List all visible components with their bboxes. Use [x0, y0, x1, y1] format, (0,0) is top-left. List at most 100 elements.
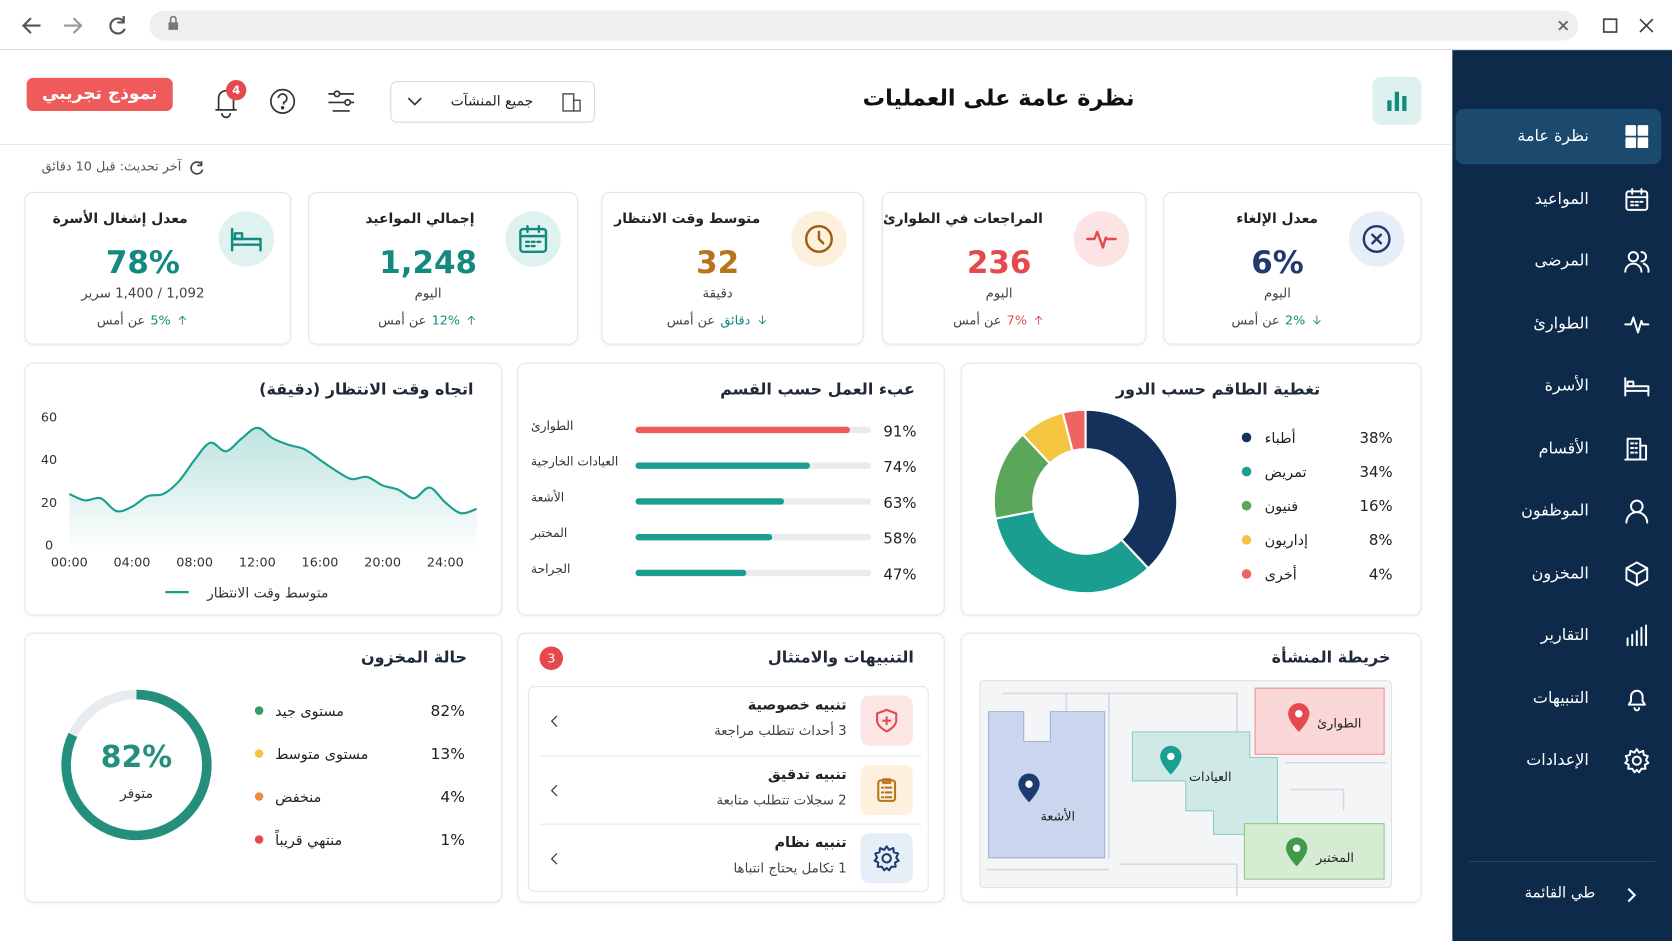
- icon-shape: [1394, 91, 1400, 111]
- sidebar-item[interactable]: الطوارئ: [1456, 296, 1662, 351]
- last-update: آخر تحديث: قبل 10 دقائق: [41, 158, 182, 174]
- trend-arrow: [758, 315, 766, 325]
- icon-shape: [877, 778, 897, 802]
- icon-shape: [876, 708, 898, 733]
- sidebar-item[interactable]: نظرة عامة: [1455, 108, 1662, 165]
- icon-shape: [551, 853, 558, 865]
- icon-shape: [1624, 251, 1650, 273]
- sidebar-label: الإعدادات: [1526, 750, 1589, 770]
- icon-shape: [1371, 233, 1383, 245]
- card-title: اتجاه وقت الانتظار (دقيقة): [259, 379, 474, 400]
- nav-buttons[interactable]: [0, 0, 149, 50]
- kpi-note: اليوم: [1263, 284, 1291, 301]
- kpi-icon: [218, 211, 275, 267]
- kpi-change: 2% عن أمس: [1177, 313, 1377, 328]
- kpi-glyph: [1362, 224, 1391, 253]
- select-icons: [407, 93, 581, 112]
- icon-shape: [1625, 189, 1649, 211]
- kpi-change-value: دقائق: [720, 312, 751, 328]
- kpi-title: معدل الإلغاء: [1236, 211, 1318, 228]
- icon-shape: [1625, 499, 1649, 524]
- sidebar-label: التقارير: [1540, 625, 1589, 645]
- sidebar-label: الموظفون: [1521, 500, 1589, 520]
- alert-row[interactable]: تنبيه تدقيق 2 سجلات تتطلب متابعة: [539, 755, 922, 823]
- kpi-value: 236: [966, 244, 1032, 281]
- alert-row[interactable]: تنبيه خصوصية 3 أحداث تتطلب مراجعة: [540, 687, 922, 755]
- alert-glyph: [876, 708, 898, 733]
- sidebar-icon: [1624, 748, 1650, 774]
- sidebar-item[interactable]: المرضى: [1456, 234, 1662, 289]
- icon-shape: [572, 99, 581, 112]
- icon-shape: [1362, 224, 1391, 253]
- header-icon: [1372, 76, 1422, 125]
- header-icons[interactable]: [203, 71, 416, 135]
- icon-shape: [1626, 624, 1648, 647]
- kpi-change: دقائق عن أمس: [615, 313, 820, 328]
- icon-shape: [551, 715, 558, 727]
- kpi-title: معدل إشغال الأسرة: [52, 211, 188, 228]
- kpi-note: اليوم: [414, 284, 442, 301]
- icon-shape: [1625, 137, 1637, 148]
- sidebar-item[interactable]: الموظفون: [1456, 483, 1662, 538]
- sidebar-item[interactable]: الأقسام: [1456, 421, 1662, 476]
- alert-chevron: [551, 853, 558, 865]
- icon-shape: [876, 708, 898, 733]
- icon-shape: [63, 17, 83, 34]
- kpi-title: متوسط وقت الانتظار: [614, 211, 761, 228]
- url-bar[interactable]: [149, 10, 1579, 41]
- kpi-note: 1,092 / 1,400 سرير: [81, 284, 205, 301]
- icon-shape: [880, 778, 893, 799]
- icon-shape: [468, 315, 476, 325]
- icon-shape: [1086, 230, 1117, 249]
- map-card: [960, 632, 1422, 903]
- sidebar-item[interactable]: الإعدادات: [1456, 733, 1662, 788]
- icon-shape: [1624, 748, 1650, 774]
- icon-shape: [551, 784, 558, 797]
- demo-badge[interactable]: نموذج تجريبي: [26, 77, 173, 111]
- icon-shape: [1402, 96, 1407, 111]
- icon-shape: [230, 227, 262, 252]
- refresh-icon[interactable]: [189, 159, 206, 176]
- alert-glyph: [873, 845, 900, 872]
- kpi-change-value: 2%: [1284, 312, 1306, 328]
- icon-shape: [1602, 18, 1618, 33]
- collapse-button[interactable]: طي القائمة: [1452, 874, 1672, 917]
- icon-shape: [269, 88, 296, 114]
- kpi-glyph: [519, 224, 548, 253]
- card-title: تغطية الطاقم حسب الدور: [1115, 379, 1321, 400]
- sidebar-item[interactable]: الأسرة: [1456, 358, 1662, 413]
- sidebar-item[interactable]: المخزون: [1456, 546, 1662, 601]
- sidebar-item[interactable]: التقارير: [1456, 608, 1662, 663]
- icon-shape: [562, 93, 575, 112]
- kpi-card: إجمالي المواعيد 1,248 اليوم 12% عن أمس: [308, 192, 578, 345]
- kpi-icon: [505, 211, 561, 267]
- icon-shape: [1627, 689, 1646, 711]
- icon-shape: [1035, 315, 1043, 325]
- sidebar-item[interactable]: المواعيد: [1456, 171, 1662, 226]
- facility-select[interactable]: جميع المنشآت: [390, 81, 596, 123]
- icon-shape: [1362, 224, 1391, 253]
- sidebar-icon: [1624, 377, 1650, 397]
- sidebar-icon: [1625, 560, 1649, 586]
- facility-label: جميع المنشآت: [450, 93, 534, 110]
- icon-shape: [1626, 624, 1648, 647]
- icon-shape: [804, 224, 833, 253]
- sidebar-item[interactable]: التنبيهات: [1456, 671, 1662, 726]
- alert-row[interactable]: تنبيه نظام 1 تكامل يحتاج انتباها: [539, 823, 922, 892]
- collapse-label: طي القائمة: [1524, 884, 1596, 902]
- icon-shape: [1631, 755, 1642, 766]
- icon-shape: [519, 224, 548, 253]
- alert-icon: [860, 833, 913, 884]
- kpi-value: 78%: [105, 244, 180, 281]
- kpi-change-text: عن أمس: [953, 312, 1002, 328]
- icon-shape: [468, 315, 476, 325]
- kpi-change-text: عن أمس: [378, 312, 427, 328]
- sidebar-icon: [1627, 689, 1646, 711]
- sidebar-icon: [1625, 125, 1649, 148]
- kpi-change-value: 5%: [150, 312, 171, 328]
- sidebar-label: المخزون: [1531, 562, 1589, 582]
- alert-title: تنبيه تدقيق: [767, 766, 847, 784]
- alert-detail: 3 أحداث تتطلب مراجعة: [714, 722, 847, 739]
- alert-title: تنبيه خصوصية: [747, 696, 847, 714]
